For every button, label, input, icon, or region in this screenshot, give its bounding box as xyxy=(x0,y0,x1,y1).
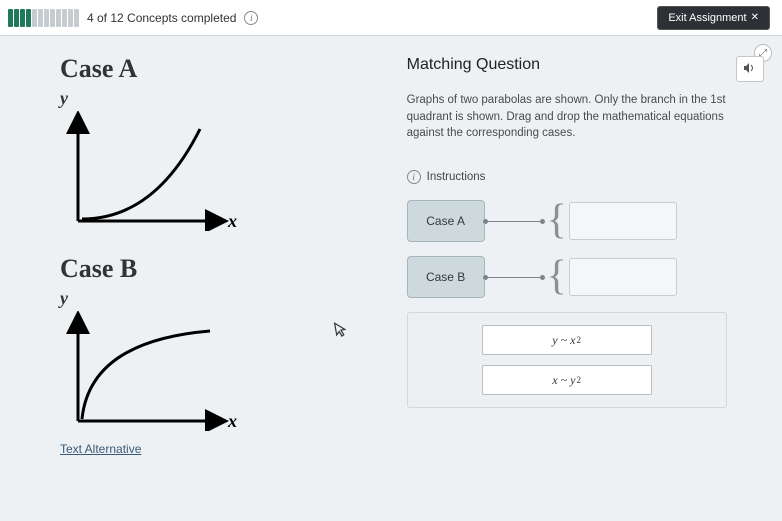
progress-group: 4 of 12 Concepts completed i xyxy=(8,9,258,27)
connector-line xyxy=(485,221,543,222)
main-content: Case A y x Case B y x xyxy=(0,36,782,521)
case-a-title: Case A xyxy=(60,54,387,84)
case-b-y-label: y xyxy=(60,288,387,309)
brace-icon: { xyxy=(547,264,567,289)
close-icon: ✕ xyxy=(751,12,759,23)
case-a-y-label: y xyxy=(60,88,387,109)
instructions-label: Instructions xyxy=(427,171,486,183)
svg-text:x: x xyxy=(227,211,237,231)
progress-text: 4 of 12 Concepts completed xyxy=(87,11,236,25)
drop-slot-b[interactable] xyxy=(569,258,677,296)
audio-button[interactable] xyxy=(736,56,764,82)
connector-line xyxy=(485,277,543,278)
instructions-row[interactable]: i Instructions xyxy=(407,170,764,184)
question-title: Matching Question xyxy=(407,56,540,74)
cursor-icon xyxy=(333,320,350,341)
option-y-x2[interactable]: y ~ x2 xyxy=(482,325,652,355)
info-icon: i xyxy=(407,170,421,184)
question-description: Graphs of two parabolas are shown. Only … xyxy=(407,92,737,142)
exit-assignment-button[interactable]: Exit Assignment ✕ xyxy=(657,6,770,30)
svg-text:x: x xyxy=(227,411,237,431)
match-area: Case A { Case B { y ~ x2 x ~ y2 xyxy=(407,200,764,408)
exit-label: Exit Assignment xyxy=(668,12,746,24)
case-b-title: Case B xyxy=(60,254,387,284)
question-pane: Matching Question Graphs of two parabola… xyxy=(407,36,782,521)
brace-icon: { xyxy=(547,208,567,233)
options-bin: y ~ x2 x ~ y2 xyxy=(407,312,727,408)
case-a-graph: x xyxy=(60,111,387,236)
match-row-a: Case A { xyxy=(407,200,764,242)
drop-slot-a[interactable] xyxy=(569,202,677,240)
info-icon[interactable]: i xyxy=(244,11,258,25)
option-x-y2[interactable]: x ~ y2 xyxy=(482,365,652,395)
top-bar: 4 of 12 Concepts completed i Exit Assign… xyxy=(0,0,782,36)
match-row-b: Case B { xyxy=(407,256,764,298)
target-case-b: Case B xyxy=(407,256,485,298)
target-case-a: Case A xyxy=(407,200,485,242)
cases-pane: Case A y x Case B y x xyxy=(0,36,407,521)
progress-blocks xyxy=(8,9,79,27)
text-alternative-link[interactable]: Text Alternative xyxy=(60,442,141,456)
speaker-icon xyxy=(743,62,757,77)
